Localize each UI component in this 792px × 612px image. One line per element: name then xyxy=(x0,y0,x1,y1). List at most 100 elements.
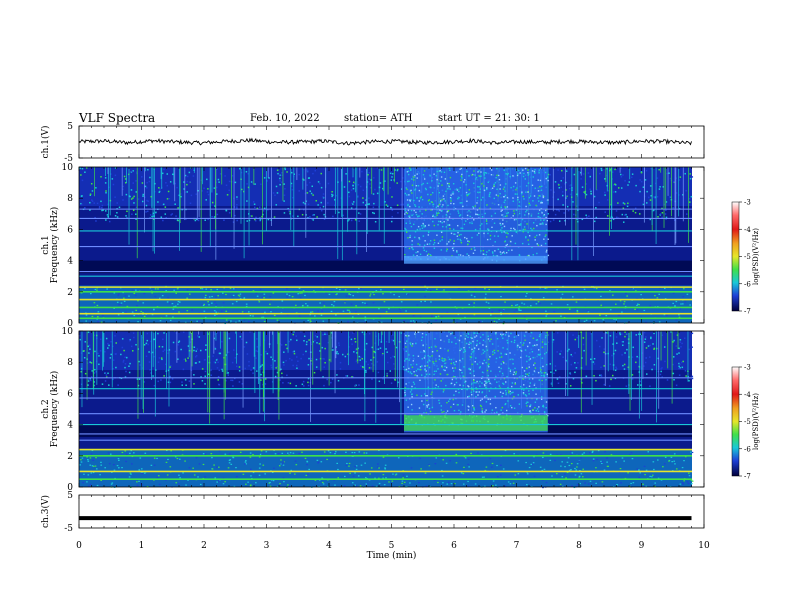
activity-speck xyxy=(452,362,455,364)
activity-speck xyxy=(446,401,448,404)
noise-speck xyxy=(171,378,174,380)
activity-speck xyxy=(446,182,449,185)
activity-speck xyxy=(485,386,487,389)
activity-speck xyxy=(543,374,545,377)
activity-speck xyxy=(502,333,504,336)
activity-speck xyxy=(472,340,474,343)
activity-speck xyxy=(459,168,461,170)
noise-speck xyxy=(185,360,187,362)
noise-speck xyxy=(352,181,355,184)
noise-speck xyxy=(391,173,394,175)
activity-speck xyxy=(512,200,515,202)
low-freq-speck xyxy=(294,460,297,462)
activity-speck xyxy=(413,209,415,212)
noise-speck xyxy=(581,218,584,221)
activity-speck xyxy=(489,167,492,169)
activity-speck xyxy=(463,376,465,378)
low-freq-speck xyxy=(235,300,238,303)
noise-speck xyxy=(389,357,392,359)
low-freq-speck xyxy=(566,304,569,306)
noise-speck xyxy=(204,349,207,351)
noise-speck xyxy=(153,355,155,358)
noise-speck xyxy=(231,361,234,364)
noise-speck xyxy=(673,378,675,381)
activity-speck xyxy=(415,363,418,366)
low-freq-speck xyxy=(135,309,137,311)
noise-speck xyxy=(324,331,326,334)
activity-speck xyxy=(426,399,428,402)
activity-speck xyxy=(519,341,522,344)
low-freq-speck xyxy=(675,468,678,470)
activity-speck xyxy=(495,332,497,334)
low-freq-speck xyxy=(222,292,224,294)
low-freq-speck xyxy=(463,466,465,468)
low-freq-speck xyxy=(136,484,139,486)
noise-speck xyxy=(216,367,219,369)
noise-speck xyxy=(112,183,115,186)
low-freq-speck xyxy=(335,293,338,296)
activity-speck xyxy=(419,253,422,256)
activity-speck xyxy=(519,346,521,349)
activity-speck xyxy=(405,383,407,385)
noise-speck xyxy=(164,206,167,208)
low-freq-speck xyxy=(306,461,309,463)
noise-speck xyxy=(238,366,241,368)
noise-speck xyxy=(661,207,663,210)
low-freq-speck xyxy=(222,477,225,479)
activity-speck xyxy=(404,369,406,371)
low-freq-speck xyxy=(243,312,245,314)
noise-speck xyxy=(249,331,251,333)
activity-speck xyxy=(491,251,494,253)
low-freq-speck xyxy=(225,319,228,321)
noise-speck xyxy=(624,214,626,216)
low-freq-speck xyxy=(143,315,146,317)
activity-speck xyxy=(521,242,524,245)
low-freq-speck xyxy=(634,308,636,310)
low-freq-speck xyxy=(204,453,207,455)
activity-speck xyxy=(488,365,490,368)
activity-speck xyxy=(480,171,482,173)
activity-speck xyxy=(530,411,532,413)
noise-speck xyxy=(184,379,187,381)
noise-speck xyxy=(194,219,197,222)
low-freq-speck xyxy=(299,292,301,294)
activity-speck xyxy=(467,385,469,387)
activity-speck xyxy=(445,250,448,252)
noise-speck xyxy=(254,183,256,185)
low-freq-speck xyxy=(630,452,633,454)
noise-speck xyxy=(154,182,156,185)
activity-speck xyxy=(424,393,426,395)
noise-speck xyxy=(274,375,277,378)
noise-speck xyxy=(110,353,112,356)
noise-speck xyxy=(644,338,647,340)
low-freq-speck xyxy=(364,321,366,324)
activity-speck xyxy=(475,357,477,359)
activity-speck xyxy=(505,393,507,396)
low-freq-speck xyxy=(153,464,156,466)
low-freq-speck xyxy=(316,459,319,461)
noise-speck xyxy=(246,183,248,185)
activity-speck xyxy=(437,224,439,226)
low-freq-speck xyxy=(418,482,420,484)
low-freq-speck xyxy=(470,294,473,296)
low-freq-speck xyxy=(585,319,588,321)
activity-speck xyxy=(419,228,421,230)
activity-speck xyxy=(546,219,548,222)
activity-speck xyxy=(464,380,467,383)
activity-speck xyxy=(514,382,517,384)
activity-speck xyxy=(428,359,431,361)
noise-speck xyxy=(167,352,169,354)
activity-speck xyxy=(482,362,484,365)
low-freq-speck xyxy=(135,289,137,291)
activity-speck xyxy=(409,205,411,208)
activity-speck xyxy=(465,220,467,222)
noise-speck xyxy=(121,338,124,340)
low-freq-speck xyxy=(665,314,668,317)
low-freq-speck xyxy=(649,305,652,307)
noise-speck xyxy=(555,209,558,211)
noise-speck xyxy=(239,335,242,338)
activity-speck xyxy=(432,220,434,223)
activity-speck xyxy=(411,396,413,398)
low-freq-speck xyxy=(606,461,608,463)
